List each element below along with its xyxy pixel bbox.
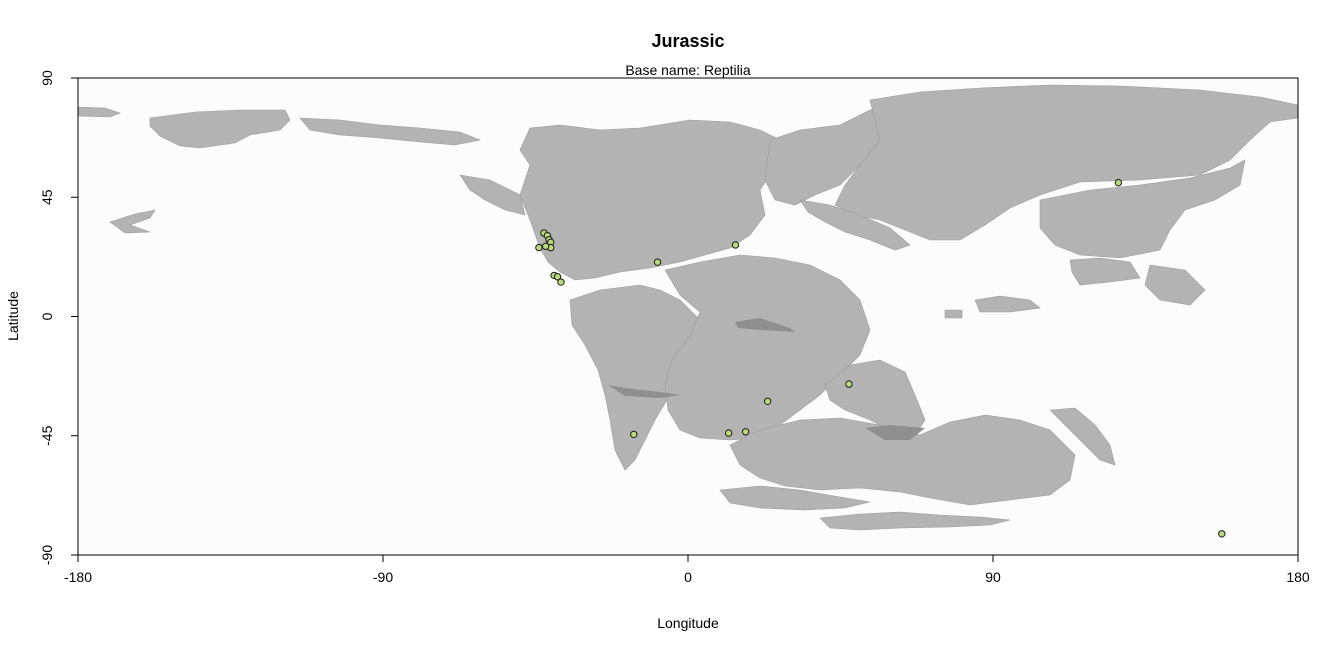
landmass-eastern-gondwana-extension: [1049, 407, 1116, 466]
y-tick-label: 45: [39, 189, 55, 205]
y-axis: -90 -45 0 45 90: [39, 70, 78, 565]
y-tick-label: 0: [39, 312, 55, 320]
landmass-east-fragment: [1144, 264, 1206, 306]
landmass-gondwana-africa: [664, 254, 871, 441]
occurrence-point: [630, 430, 638, 439]
fossil-occurrence-points: [535, 178, 1226, 538]
landmass-europe-islands: [799, 199, 911, 251]
occurrence-point: [553, 273, 562, 281]
occurrence-point: [653, 258, 662, 266]
chart-title: Jurassic: [651, 31, 724, 51]
occurrence-point: [535, 243, 543, 252]
landmass-far-south-strip: [819, 511, 1011, 531]
landmass-madagascar-india: [824, 359, 926, 436]
x-axis-label: Longitude: [657, 615, 719, 631]
y-tick-label: -90: [39, 545, 55, 565]
rift-zone-central: [735, 318, 795, 332]
y-tick-label: -45: [39, 425, 55, 445]
rift-zone-south: [865, 425, 925, 440]
occurrence-point: [557, 278, 565, 286]
landmasses: [78, 84, 1298, 531]
x-axis: -180 -90 0 90 180: [64, 555, 1310, 585]
x-tick-label: -180: [64, 569, 92, 585]
landmass-laurasia-north-america: [519, 119, 791, 281]
landmass-west-coast-fragments: [459, 174, 526, 216]
occurrence-point: [845, 380, 853, 388]
landmass-gondwana-south-america: [569, 284, 706, 471]
landmass-northwest-strip: [78, 106, 121, 118]
y-tick-label: 90: [39, 70, 55, 86]
x-tick-label: 90: [985, 569, 1001, 585]
landmass-small-islands-west: [109, 209, 156, 234]
landmass-small-island-tethys: [944, 309, 963, 319]
occurrence-point: [1218, 530, 1226, 538]
occurrence-point: [763, 397, 772, 405]
landmass-east-asia: [1039, 159, 1246, 259]
occurrence-point: [541, 242, 550, 250]
occurrence-point: [1114, 178, 1123, 187]
landmass-northwest-block: [149, 109, 291, 149]
landmass-tethys-fragment: [974, 295, 1041, 313]
landmass-arctic-islands: [299, 117, 482, 146]
x-tick-label: 180: [1286, 569, 1310, 585]
x-tick-label: -90: [373, 569, 393, 585]
x-tick-label: 0: [684, 569, 692, 585]
occurrence-point: [731, 241, 740, 249]
occurrence-point: [741, 428, 750, 436]
occurrence-point: [724, 429, 733, 437]
chart-subtitle: Base name: Reptilia: [625, 62, 751, 78]
landmass-southeast-islands: [1069, 257, 1141, 286]
y-axis-label: Latitude: [5, 291, 21, 341]
landmass-southern-strip: [719, 485, 871, 511]
landmass-gondwana-antarctica: [729, 414, 1076, 506]
rift-zone-west: [608, 385, 680, 398]
